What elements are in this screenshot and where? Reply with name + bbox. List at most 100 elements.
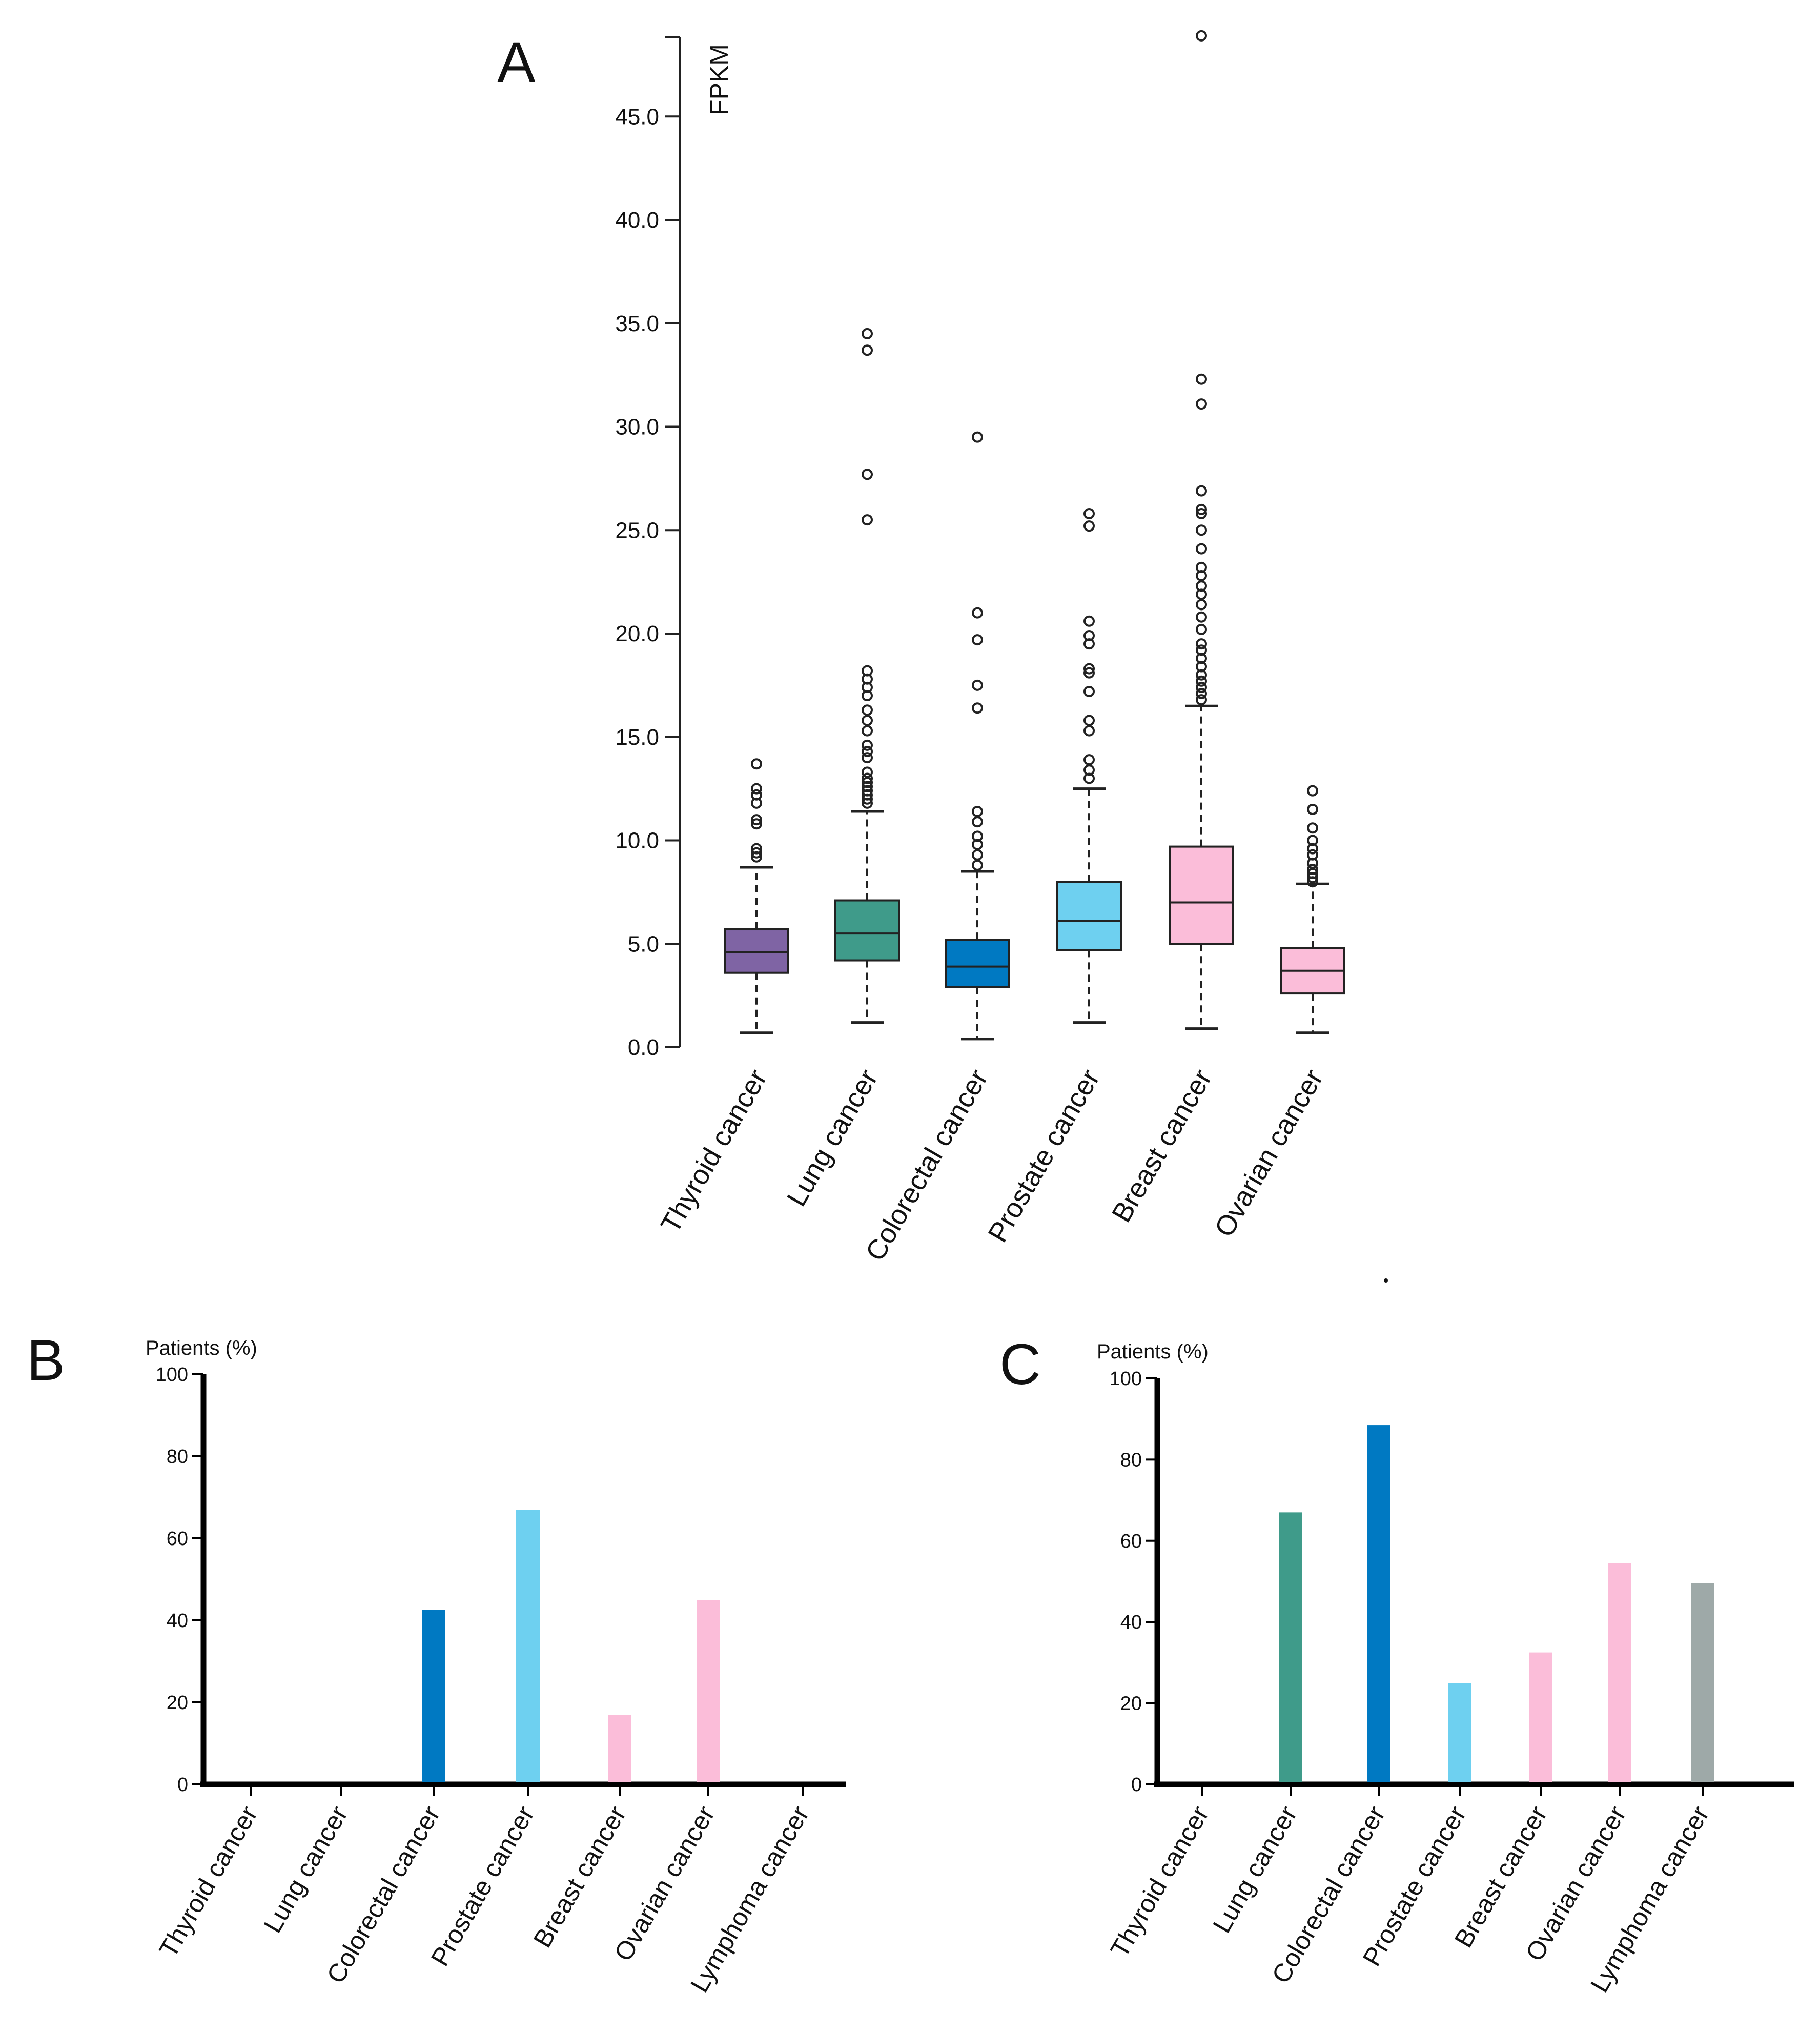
outlier-point [1083, 630, 1095, 642]
panel-b-y-axis-label: Patients (%) [146, 1337, 257, 1359]
panel-a-y-tick-label: 5.0 [628, 931, 659, 957]
outlier-point [1083, 715, 1095, 726]
panel-b-y-tick-label: 20 [167, 1692, 188, 1714]
category-label-thyroid-cancer: Thyroid cancer [154, 1801, 263, 1962]
panel-b-letter: B [27, 1328, 65, 1392]
panel-b-y-tick-label: 40 [167, 1610, 188, 1632]
panel-c-bars [1279, 1425, 1714, 1782]
outlier-point [1083, 667, 1095, 679]
category-label-lung-cancer: Lung cancer [781, 1064, 884, 1211]
outlier-point [1307, 822, 1318, 834]
outlier-point [862, 752, 873, 764]
outlier-point [1083, 764, 1095, 776]
outlier-point [751, 847, 762, 859]
outlier-point [862, 745, 873, 757]
bar-colorectal-cancer [1367, 1425, 1390, 1782]
outlier-point [751, 758, 762, 770]
outlier-point [1196, 681, 1207, 693]
outlier-point [1083, 520, 1095, 532]
outlier-point [1083, 725, 1095, 737]
iqr-box [1169, 845, 1234, 945]
outlier-point [1083, 685, 1095, 697]
outlier-point [751, 783, 762, 795]
outlier-point [862, 766, 873, 778]
outlier-point [862, 469, 873, 480]
panel-a-y-axis: 0.0 5.0 10.0 15.0 20.0 25.0 30.0 35.0 40.0 45.0 [615, 36, 681, 1060]
outlier-point [972, 816, 983, 828]
bar-ovarian-cancer [1608, 1563, 1631, 1782]
panel-a-y-tick-label: 45.0 [615, 104, 659, 129]
bar-lung-cancer [1279, 1512, 1302, 1782]
outlier-point [972, 679, 983, 691]
outlier-point [862, 777, 873, 788]
outlier-point [1196, 611, 1207, 623]
outlier-point [1196, 507, 1207, 519]
outlier-point [1196, 644, 1207, 656]
panel-a-y-tick-label: 40.0 [615, 208, 659, 233]
outlier-point [1196, 694, 1207, 706]
outlier-point [751, 814, 762, 826]
outlier-point [1307, 835, 1318, 846]
panel-c-y-tick-label: 0 [1131, 1774, 1142, 1796]
panel-a-boxes [724, 30, 1345, 1041]
category-label-thyroid-cancer: Thyroid cancer [1105, 1801, 1215, 1962]
panel-b-y-tick-label: 0 [177, 1774, 188, 1796]
outlier-point [1196, 524, 1207, 536]
category-label-breast-cancer: Breast cancer [528, 1801, 632, 1953]
outlier-point [1307, 785, 1318, 797]
panel-c-letter: C [999, 1332, 1041, 1396]
iqr-box [945, 939, 1010, 988]
panel-a-y-tick-label: 15.0 [615, 725, 659, 750]
outlier-point [1196, 485, 1207, 497]
panel-a-y-tick-label: 25.0 [615, 518, 659, 543]
outlier-point [1196, 688, 1207, 700]
outlier-point [1083, 507, 1095, 519]
box-lung-cancer [834, 328, 900, 1024]
outlier-point [972, 830, 983, 842]
panel-c-barchart: C Patients (%) 0 20 40 60 80 100 Thyroid canc… [999, 1332, 1794, 1997]
panel-a-y-tick-label: 30.0 [615, 415, 659, 440]
outlier-point [862, 739, 873, 751]
bar-prostate-cancer [516, 1510, 540, 1782]
outlier-point [1196, 373, 1207, 385]
panel-a-letter: A [497, 30, 536, 94]
outlier-point [972, 607, 983, 619]
panel-a-y-tick-label: 0.0 [628, 1035, 659, 1060]
outlier-point [751, 843, 762, 855]
bar-breast-cancer [608, 1715, 631, 1782]
panel-b-y-tick-label: 100 [156, 1364, 188, 1386]
panel-c-y-tick-label: 20 [1120, 1693, 1142, 1715]
box-thyroid-cancer [724, 758, 789, 1034]
iqr-box [834, 899, 900, 962]
iqr-box [1056, 881, 1122, 951]
outlier-point [1196, 398, 1207, 410]
panel-b-barchart: B Patients (%) 0 20 40 60 80 100 Thyroid canc… [27, 1328, 846, 1997]
outlier-point [1196, 503, 1207, 515]
panel-a-y-tick-label: 10.0 [615, 828, 659, 853]
outlier-point [1196, 543, 1207, 555]
outlier-point [972, 806, 983, 818]
panel-b-y-tick-label: 80 [167, 1446, 188, 1468]
panel-a-y-tick-label: 35.0 [615, 311, 659, 336]
category-label-breast-cancer: Breast cancer [1106, 1064, 1218, 1228]
outlier-point [751, 789, 762, 801]
box-colorectal-cancer [945, 431, 1010, 1041]
panel-b-y-tick-label: 60 [167, 1528, 188, 1550]
panel-b-bars [422, 1510, 720, 1782]
outlier-point [972, 859, 983, 871]
panel-a-y-tick-label: 20.0 [615, 621, 659, 646]
category-label-colorectal-cancer: Colorectal cancer [860, 1064, 994, 1266]
outlier-point [1196, 30, 1207, 42]
panel-a-y-axis-label: FPKM [705, 44, 733, 115]
outlier-point [862, 514, 873, 526]
panel-c-y-tick-label: 80 [1120, 1449, 1142, 1471]
outlier-point [1307, 868, 1318, 880]
bar-prostate-cancer [1448, 1683, 1471, 1782]
outlier-point [1083, 615, 1095, 627]
outlier-point [862, 344, 873, 356]
panel-c-y-tick-label: 60 [1120, 1531, 1142, 1552]
category-label-prostate-cancer: Prostate cancer [425, 1801, 540, 1971]
outlier-point [862, 715, 873, 726]
